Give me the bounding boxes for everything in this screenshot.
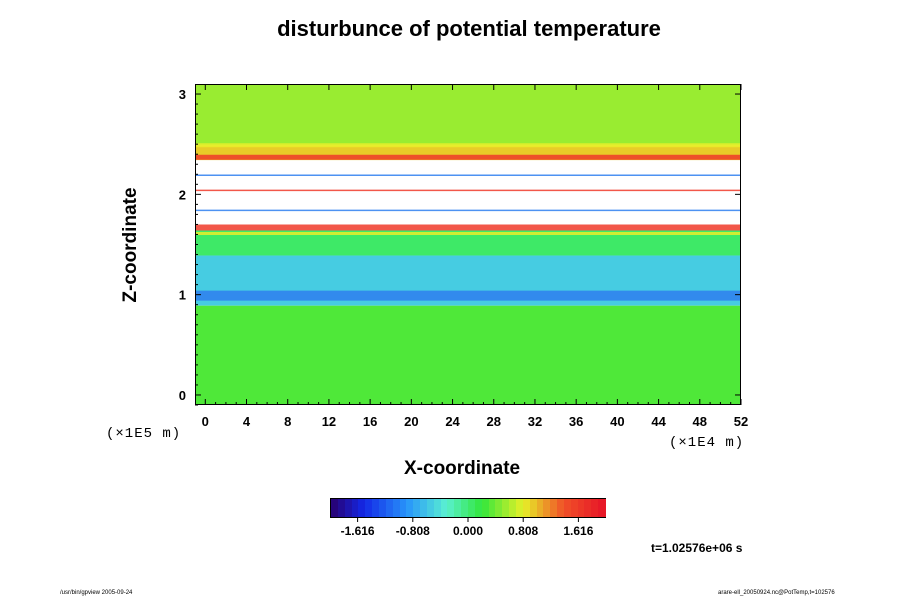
x-axis-label: X-coordinate [404, 458, 521, 479]
heatmap-field [196, 85, 740, 404]
colorbar-swatch [468, 499, 476, 517]
x-tick-label: 32 [528, 414, 542, 429]
x-tick-label: 8 [284, 414, 291, 429]
colorbar-swatch [440, 499, 449, 517]
x-tick-label: 12 [322, 414, 336, 429]
y-tick-label: 1 [179, 288, 186, 303]
colorbar-swatch [598, 499, 606, 517]
y-tick-label: 0 [179, 388, 186, 403]
colorbar-swatch [488, 499, 497, 517]
colorbar-swatch [495, 499, 504, 517]
colorbar-swatch [529, 499, 538, 517]
heatmap-band [196, 85, 740, 146]
colorbar-swatch [461, 499, 469, 517]
x-tick-label: 44 [651, 414, 666, 429]
colorbar-tick-label: 0.000 [453, 524, 483, 538]
chart-title: disturbunce of potential temperature [277, 16, 661, 41]
colorbar-swatch [344, 499, 353, 517]
colorbar-swatch [502, 499, 510, 517]
colorbar-swatch [536, 499, 545, 517]
colorbar-tick-label: 1.616 [563, 524, 593, 538]
colorbar-swatch [372, 499, 380, 517]
colorbar [330, 498, 606, 518]
colorbar-swatch [481, 499, 490, 517]
colorbar-swatch [570, 499, 579, 517]
x-tick-label: 28 [487, 414, 501, 429]
plot-area [195, 84, 741, 405]
colorbar-swatch [557, 499, 565, 517]
time-label: t=1.02576e+06 s [651, 541, 743, 555]
colorbar-swatch [577, 499, 586, 517]
colorbar-swatch [399, 499, 408, 517]
x-tick-label: 4 [243, 414, 251, 429]
footer-left: /usr/bin/gpview 2005-09-24 [60, 590, 133, 596]
colorbar-swatch [413, 499, 421, 517]
x-tick-label: 20 [404, 414, 418, 429]
colorbar-tick-label: -1.616 [341, 524, 375, 538]
colorbar-swatch [550, 499, 558, 517]
x-tick-label: 48 [693, 414, 707, 429]
y-tick-label: 3 [179, 87, 186, 102]
colorbar-swatch [584, 499, 593, 517]
heatmap-band [196, 305, 740, 404]
x-scale-note: (×1E4 m) [669, 435, 745, 451]
colorbar-swatch [406, 499, 415, 517]
colorbar-swatch [378, 499, 387, 517]
x-tick-label: 40 [610, 414, 624, 429]
colorbar-swatch [433, 499, 442, 517]
colorbar-swatch [454, 499, 462, 517]
x-tick-label: 0 [202, 414, 209, 429]
colorbar-swatch [351, 499, 360, 517]
heatmap-band [196, 160, 740, 231]
colorbar-swatch [385, 499, 394, 517]
colorbar-tick-label: -0.808 [396, 524, 430, 538]
x-tick-label: 52 [734, 414, 748, 429]
x-tick-label: 24 [445, 414, 460, 429]
colorbar-swatch [420, 499, 428, 517]
x-tick-label: 16 [363, 414, 377, 429]
y-tick-label: 2 [179, 187, 186, 202]
colorbar-swatch [591, 499, 599, 517]
colorbar-swatch [331, 499, 339, 517]
footer-right: arare-ell_20050924.nc@PotTemp,t=102576 [718, 590, 835, 596]
colorbar-swatch [522, 499, 531, 517]
colorbar-swatch [337, 499, 346, 517]
colorbar-swatch [365, 499, 373, 517]
colorbar-tick-label: 0.808 [508, 524, 538, 538]
colorbar-swatch [563, 499, 572, 517]
colorbar-swatch [358, 499, 367, 517]
colorbar-swatch [426, 499, 435, 517]
colorbar-swatch [515, 499, 524, 517]
x-tick-label: 36 [569, 414, 583, 429]
colorbar-swatch [543, 499, 552, 517]
colorbar-swatch [474, 499, 483, 517]
colorbar-swatch [447, 499, 456, 517]
colorbar-swatch [392, 499, 401, 517]
y-scale-note: (×1E5 m) [106, 426, 182, 442]
colorbar-swatch [509, 499, 517, 517]
